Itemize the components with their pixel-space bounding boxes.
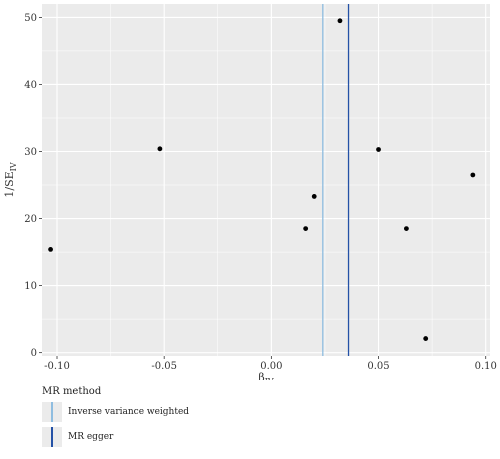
legend-line-ivw [51, 402, 53, 422]
data-points [48, 18, 476, 341]
data-point-0 [48, 246, 53, 252]
data-point-1 [157, 146, 163, 152]
legend-entry-ivw: Inverse variance weighted [42, 401, 189, 423]
x-axis-label-sub: IV [265, 377, 274, 380]
y-tick-label: 0 [31, 348, 37, 359]
y-tick-label: 40 [24, 80, 37, 91]
data-point-4 [337, 18, 343, 24]
y-tick-label: 30 [24, 147, 37, 158]
legend-line-mr-egger [51, 427, 53, 447]
data-point-7 [423, 336, 429, 341]
legend-key-ivw [42, 402, 62, 422]
x-tick-label: 0.00 [260, 361, 282, 372]
y-tick-label: 20 [24, 214, 37, 225]
y-tick-label: 10 [24, 281, 37, 292]
plot-panel [42, 4, 490, 356]
y-axis-label-sub: IV [9, 162, 18, 171]
data-point-3 [311, 194, 317, 199]
data-point-8 [470, 172, 476, 178]
x-axis-ticks: -0.10 -0.05 0.00 0.05 0.10 [44, 356, 497, 372]
legend-label-ivw: Inverse variance weighted [68, 407, 190, 417]
legend-entry-mr-egger: MR egger [42, 426, 189, 448]
x-tick-label: -0.10 [44, 361, 70, 372]
method-lines [322, 4, 350, 356]
legend-label-mr-egger: MR egger [68, 432, 114, 442]
minor-gridlines [42, 4, 490, 356]
y-axis-ticks: 0 10 20 30 40 50 [24, 13, 42, 359]
legend: MR method Inverse variance weighted MR e… [42, 386, 189, 448]
legend-key-mr-egger [42, 427, 62, 447]
data-point-6 [404, 226, 409, 232]
y-axis-label-main: 1/SE [3, 171, 16, 197]
major-gridlines [42, 4, 490, 356]
data-point-5 [376, 147, 381, 152]
x-tick-label: 0.05 [367, 361, 389, 372]
x-axis-label: βIV [258, 371, 274, 380]
y-tick-label: 50 [24, 13, 37, 24]
legend-title: MR method [42, 386, 102, 397]
x-tick-label: -0.05 [151, 361, 177, 372]
x-tick-label: 0.10 [475, 361, 497, 372]
y-axis-label: 1/SEIV [3, 162, 18, 197]
data-point-2 [303, 226, 309, 232]
x-axis-label-main: β [258, 371, 264, 380]
